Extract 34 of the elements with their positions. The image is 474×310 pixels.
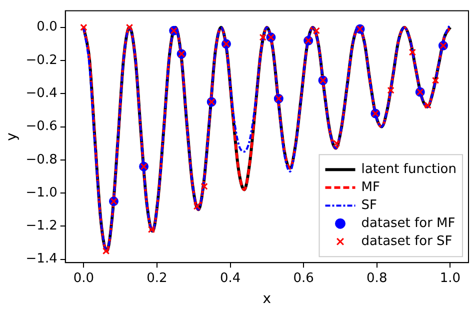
legend-label: MF bbox=[361, 180, 380, 195]
y-axis-title: y bbox=[4, 132, 20, 141]
y-tick-label: −0.4 bbox=[26, 86, 58, 102]
y-tick-label: −1.0 bbox=[26, 185, 58, 200]
point bbox=[80, 24, 88, 31]
point bbox=[432, 76, 440, 84]
y-tick-label: 0.0 bbox=[36, 20, 58, 35]
point bbox=[259, 34, 266, 41]
y-tick-label: −0.2 bbox=[26, 52, 58, 68]
point bbox=[424, 102, 432, 109]
legend-label: dataset for MF bbox=[361, 216, 456, 231]
x-tick-label: 0.0 bbox=[73, 270, 94, 286]
legend-label: dataset for SF bbox=[361, 234, 452, 249]
y-tick-label: −0.6 bbox=[26, 119, 58, 134]
y-tick-label: −1.2 bbox=[26, 218, 58, 234]
y-tick-label: −0.8 bbox=[26, 152, 58, 168]
point bbox=[193, 202, 201, 210]
point bbox=[102, 247, 110, 255]
point bbox=[332, 140, 340, 147]
x-tick-label: 0.8 bbox=[366, 270, 388, 286]
x-tick-label: 0.4 bbox=[220, 270, 241, 286]
x-axis-title: x bbox=[262, 291, 272, 308]
y-tick-label: −1.4 bbox=[26, 252, 58, 267]
point bbox=[200, 182, 208, 190]
point bbox=[387, 86, 394, 94]
legend-label: latent function bbox=[361, 162, 457, 177]
x-tick-label: 0.2 bbox=[146, 270, 168, 286]
point bbox=[148, 226, 156, 234]
x-tick-label: 1.0 bbox=[440, 270, 461, 286]
point bbox=[126, 24, 134, 31]
legend-label: SF bbox=[361, 198, 377, 213]
point bbox=[408, 48, 416, 56]
point bbox=[312, 27, 320, 34]
x-tick-label: 0.6 bbox=[293, 270, 314, 286]
